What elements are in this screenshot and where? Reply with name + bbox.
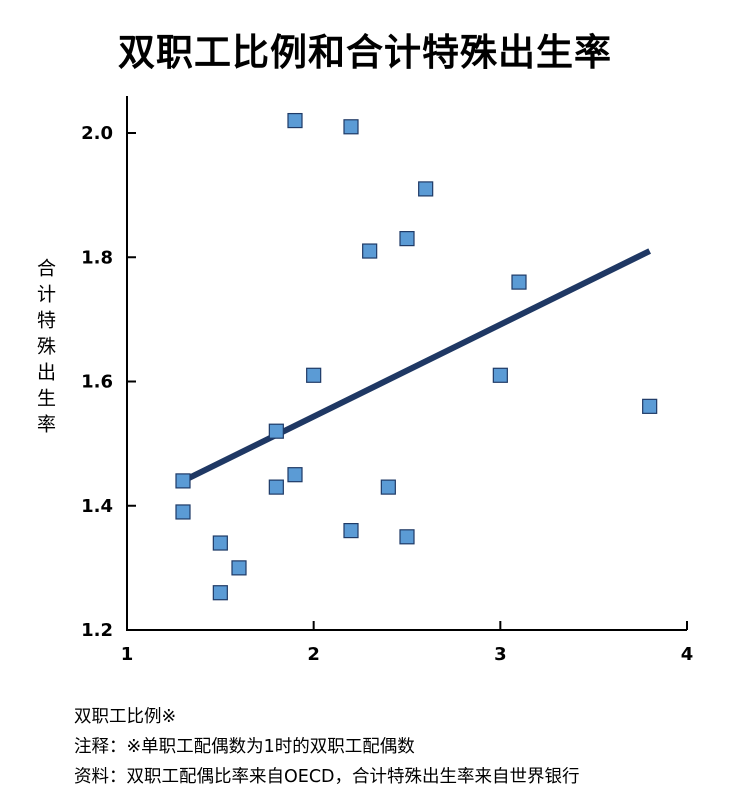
x-tick-label: 2 [307, 644, 320, 665]
data-point [399, 529, 415, 545]
y-axis-label: 合计特殊出生率 [34, 258, 56, 440]
data-point [380, 479, 396, 495]
y-tick-label: 1.4 [81, 496, 113, 517]
data-point [287, 467, 303, 483]
y-tick-label: 1.2 [81, 620, 113, 641]
data-point [231, 560, 247, 576]
data-point [362, 243, 378, 259]
trendline [181, 248, 651, 484]
tick-labels: 1 2 3 4 1.2 1.4 1.6 1.8 2.0 [81, 123, 693, 665]
note-explanation: 注释：※单职工配偶数为1时的双职工配偶数 [74, 737, 415, 757]
note-source: 资料：双职工配偶比率来自OECD，合计特殊出生率来自世界银行 [74, 767, 580, 787]
points-group [175, 112, 658, 601]
data-point [212, 535, 228, 551]
x-tick-label: 1 [121, 644, 134, 665]
data-point [642, 398, 658, 414]
data-point [418, 181, 434, 197]
data-point [268, 479, 284, 495]
data-point [492, 367, 508, 383]
data-point [175, 473, 191, 489]
data-point [399, 231, 415, 247]
data-point [306, 367, 322, 383]
axes [126, 96, 688, 631]
trendline-group [181, 248, 651, 484]
y-tick-label: 1.8 [81, 247, 113, 268]
scatter-plot: 1 2 3 4 1.2 1.4 1.6 1.8 2.0 [81, 96, 693, 665]
x-tick-label: 4 [681, 644, 694, 665]
data-point [287, 112, 303, 129]
footnotes: 双职工比例※ 注释：※单职工配偶数为1时的双职工配偶数 资料：双职工配偶比率来自… [74, 702, 580, 792]
note-x-axis-label: 双职工比例※ [74, 707, 177, 727]
data-point [212, 585, 228, 601]
data-point [268, 423, 284, 439]
chart-title: 双职工比例和合计特殊出生率 [118, 31, 612, 74]
data-point [343, 119, 359, 135]
data-point [511, 274, 527, 290]
data-point [343, 522, 359, 539]
y-tick-label: 1.6 [81, 372, 113, 393]
y-tick-label: 2.0 [81, 123, 113, 144]
data-point [175, 504, 191, 520]
x-tick-label: 3 [494, 644, 507, 665]
